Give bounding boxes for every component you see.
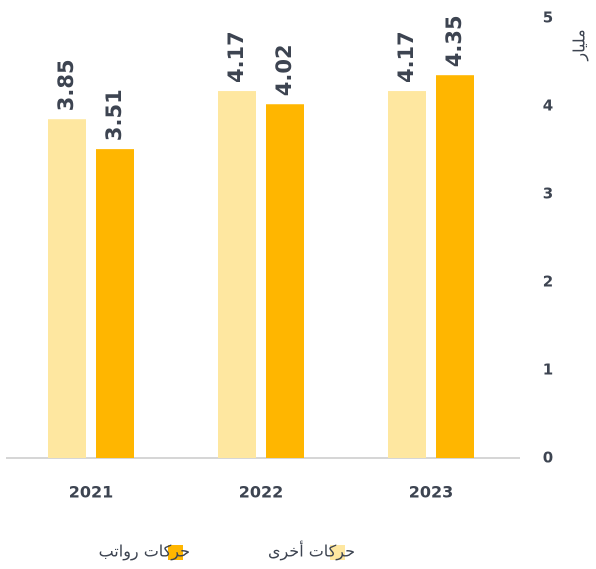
value-label: 3.51 <box>102 89 126 141</box>
value-label: 3.85 <box>54 59 78 111</box>
bar <box>436 75 474 458</box>
x-tick-label: 2021 <box>69 483 114 502</box>
y-tick-label: 4 <box>543 97 553 115</box>
bar <box>218 91 256 458</box>
value-label: 4.35 <box>442 15 466 67</box>
y-tick-label: 3 <box>543 185 553 203</box>
x-tick-label: 2023 <box>409 483 454 502</box>
value-label: 4.17 <box>394 31 418 83</box>
value-label: 4.17 <box>224 31 248 83</box>
y-axis-label: مليار <box>570 29 590 61</box>
y-tick-label: 0 <box>543 449 553 467</box>
value-label: 4.02 <box>272 44 296 96</box>
bar <box>96 149 134 458</box>
x-tick-label: 2022 <box>239 483 284 502</box>
y-tick-label: 5 <box>543 9 553 27</box>
bar <box>48 119 86 458</box>
y-tick-label: 1 <box>543 361 553 379</box>
legend-swatch <box>168 545 183 560</box>
legend-swatch <box>330 545 345 560</box>
legend-label: حركات أخرى <box>268 541 355 562</box>
legend-label: حركات رواتب <box>99 542 190 562</box>
y-tick-label: 2 <box>543 273 553 291</box>
bar <box>266 104 304 459</box>
bar <box>388 91 426 458</box>
